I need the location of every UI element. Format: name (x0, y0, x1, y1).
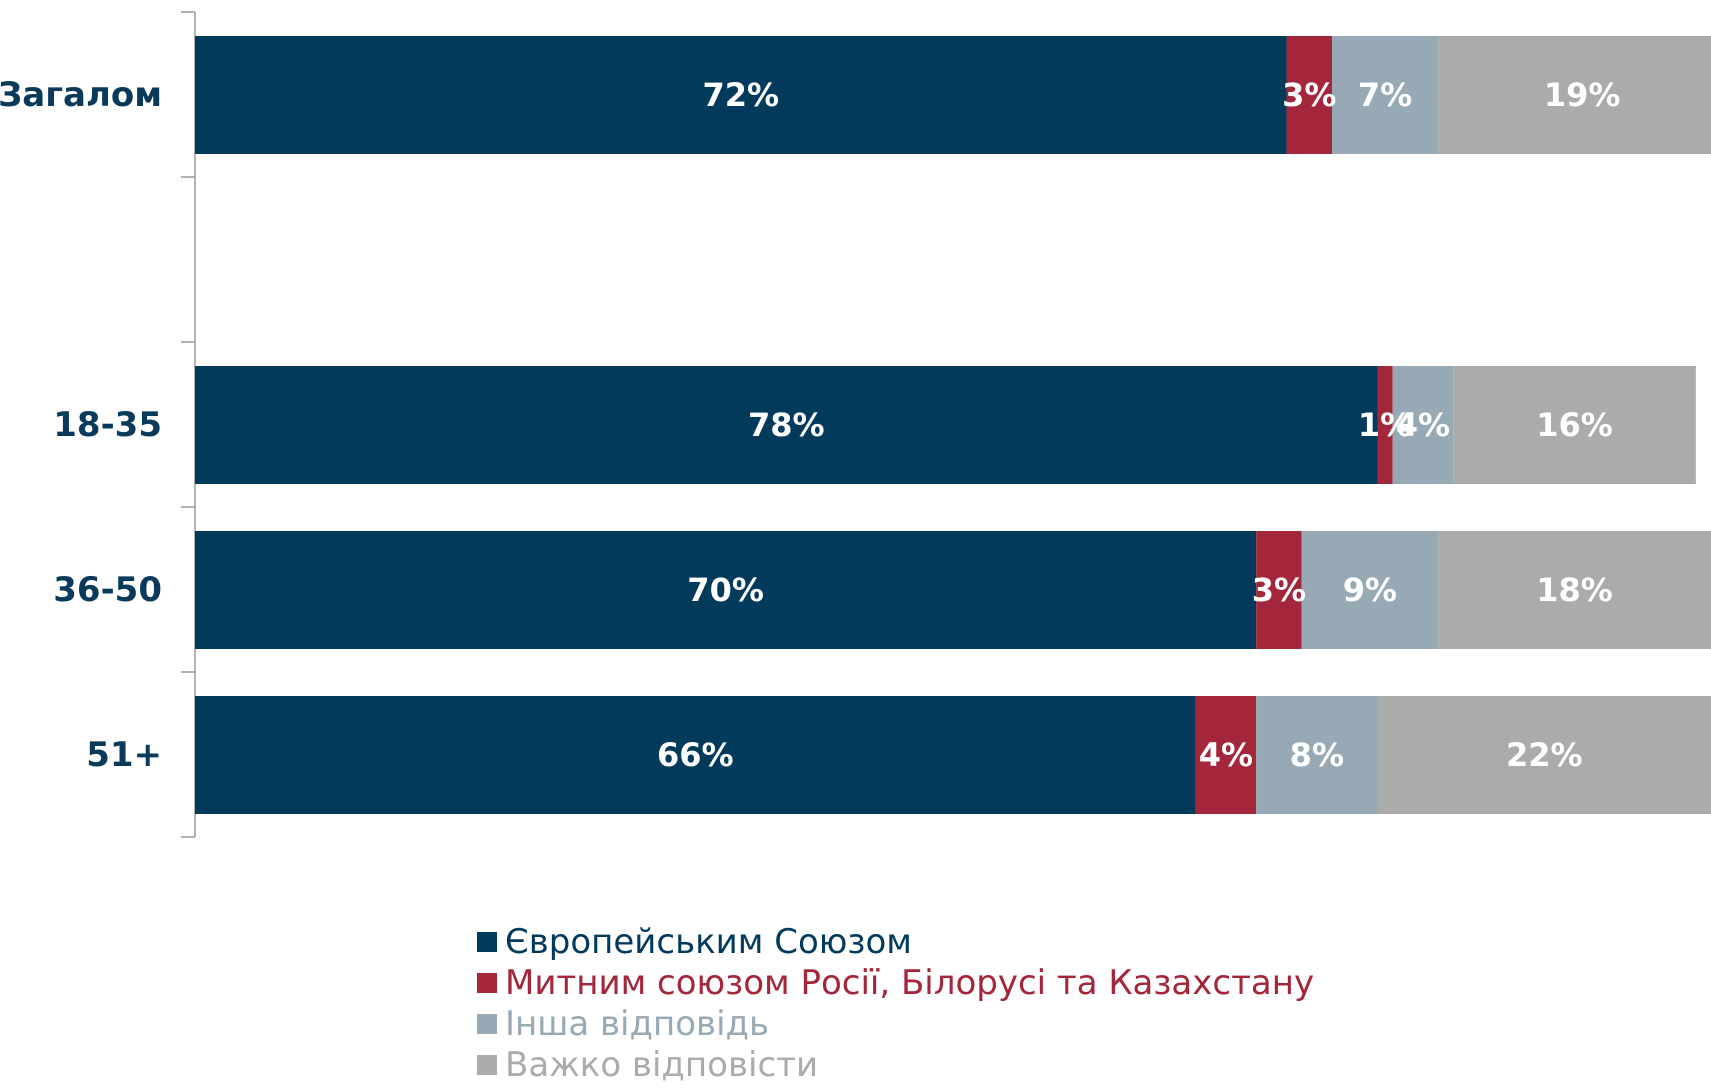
bar-segment (1195, 696, 1257, 814)
data-label: 16% (1536, 406, 1613, 444)
bar-segment (195, 696, 1196, 814)
legend-swatch (477, 973, 497, 993)
data-label: 3% (1282, 76, 1336, 114)
category-label: 51+ (86, 735, 162, 775)
legend-entry: Інша відповідь (505, 1004, 769, 1044)
data-label: 9% (1343, 571, 1397, 609)
bar-segment (1256, 696, 1378, 814)
bar-segment (1301, 531, 1439, 649)
legend-swatch (477, 1055, 497, 1075)
bar-segment (1377, 366, 1393, 484)
data-label: 19% (1544, 76, 1621, 114)
data-label: 22% (1506, 736, 1583, 774)
bar-segment (1286, 36, 1332, 154)
data-label: 4% (1199, 736, 1253, 774)
data-label: 18% (1536, 571, 1613, 609)
legend-entry: Європейським Союзом (505, 922, 912, 962)
bar-segment (195, 531, 1257, 649)
bar-segment (1377, 696, 1711, 814)
bar-segment (1438, 36, 1711, 154)
category-label: 18-35 (53, 405, 162, 445)
bar-segment (1332, 36, 1439, 154)
bar-segment (195, 366, 1378, 484)
bar-segment (195, 36, 1287, 154)
legend-entry: Важко відповісти (505, 1045, 818, 1085)
data-label: 1% (1358, 406, 1412, 444)
legend-swatch (477, 932, 497, 952)
axis-layer (181, 11, 196, 838)
bar-segment (1392, 366, 1454, 484)
category-label: Загалом (0, 75, 162, 115)
legend-swatch (477, 1014, 497, 1034)
data-label: 70% (687, 571, 764, 609)
bar-segment (1453, 366, 1696, 484)
data-label: 8% (1290, 736, 1344, 774)
data-label: 66% (657, 736, 734, 774)
bars-layer (195, 36, 1711, 814)
bar-segment (1438, 531, 1711, 649)
data-label: 4% (1396, 406, 1450, 444)
labels-layer: Загалом 72% 3% 7% 19%18-35 78% 1%4% 16%36-50 70%… (0, 75, 1620, 775)
data-label: 7% (1358, 76, 1412, 114)
data-label: 78% (748, 406, 825, 444)
data-label: 72% (702, 76, 779, 114)
bar-segment (1256, 531, 1302, 649)
category-label: 36-50 (53, 570, 162, 610)
data-label: 3% (1252, 571, 1306, 609)
legend-entry: Митним союзом Росії, Білорусі та Казахст… (505, 963, 1314, 1003)
